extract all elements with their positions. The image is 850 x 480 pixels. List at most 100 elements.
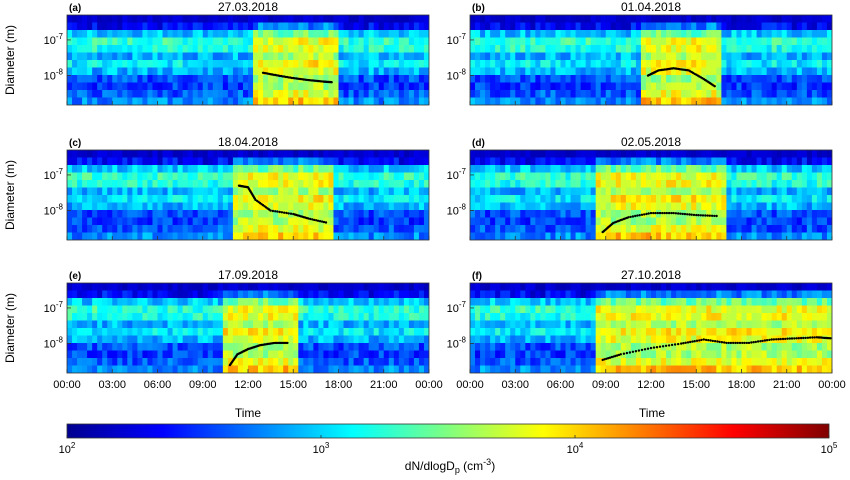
heatmap-cell (480, 67, 486, 76)
heatmap-cell (751, 97, 758, 105)
heatmap-cell (676, 15, 682, 24)
heatmap-cell (77, 290, 83, 299)
heatmap-cell (696, 210, 702, 219)
growth-track-point (643, 213, 646, 216)
heatmap-cell (525, 150, 531, 159)
heatmap-cell (500, 75, 506, 84)
heatmap-cell (92, 335, 98, 344)
heatmap-cell (172, 172, 179, 181)
heatmap-cell (217, 165, 224, 174)
heatmap-cell (756, 150, 763, 159)
heatmap-cell (535, 225, 541, 234)
heatmap-cell (167, 298, 174, 307)
heatmap-cell (706, 82, 712, 91)
heatmap-cell (393, 90, 400, 99)
heatmap-cell (625, 22, 632, 31)
heatmap-cell (107, 358, 113, 367)
heatmap-cell (263, 210, 269, 219)
heatmap-cell (635, 67, 642, 76)
heatmap-cell (97, 75, 103, 84)
heatmap-cell (147, 283, 154, 292)
heatmap-cell (565, 30, 572, 39)
heatmap-cell (691, 195, 697, 204)
heatmap-cell (418, 195, 425, 204)
heatmap-cell (686, 290, 692, 299)
heatmap-cell (268, 225, 274, 234)
heatmap-cell (122, 335, 128, 344)
heatmap-cell (550, 22, 557, 31)
heatmap-cell (222, 210, 229, 219)
heatmap-cell (686, 37, 692, 46)
heatmap-cell (67, 202, 73, 211)
heatmap-cell (378, 157, 385, 166)
heatmap-cell (298, 217, 304, 226)
heatmap-cell (253, 37, 259, 46)
panel-title: 18.04.2018 (218, 135, 278, 149)
heatmap-cell (268, 90, 274, 99)
heatmap-cell (378, 67, 385, 76)
heatmap-cell (152, 82, 159, 91)
heatmap-cell (127, 150, 133, 159)
heatmap-cell (177, 180, 184, 189)
heatmap-cell (258, 90, 264, 99)
heatmap-cell (403, 22, 410, 31)
heatmap-cell (242, 232, 249, 240)
heatmap-cell (751, 82, 758, 91)
heatmap-cell (821, 52, 828, 61)
heatmap-cell (475, 202, 481, 211)
heatmap-cell (756, 298, 763, 307)
heatmap-cell (82, 283, 88, 292)
heatmap-cell (535, 298, 541, 307)
heatmap-cell (112, 358, 118, 367)
heatmap-cell (806, 97, 813, 105)
heatmap-cell (373, 82, 380, 91)
heatmap-cell (192, 195, 199, 204)
heatmap-cell (635, 30, 642, 39)
heatmap-cell (490, 150, 496, 159)
heatmap-cell (560, 283, 567, 292)
heatmap-cell (137, 290, 144, 299)
heatmap-cell (177, 202, 184, 211)
heatmap-cell (398, 350, 405, 359)
heatmap-cell (535, 60, 541, 69)
heatmap-cell (202, 313, 209, 322)
heatmap-cell (323, 45, 330, 54)
heatmap-cell (691, 180, 697, 189)
heatmap-cell (605, 82, 612, 91)
heatmap-cell (515, 60, 521, 69)
heatmap-cell (298, 150, 304, 159)
heatmap-cell (565, 165, 572, 174)
heatmap-cell (575, 187, 582, 196)
heatmap-cell (192, 225, 199, 234)
heatmap-cell (333, 313, 340, 322)
heatmap-cell (212, 75, 219, 84)
heatmap-cell (580, 157, 587, 166)
heatmap-cell (590, 232, 597, 240)
heatmap-cell (273, 187, 279, 196)
heatmap-cell (510, 52, 516, 61)
heatmap-cell (515, 75, 521, 84)
heatmap-cell (207, 210, 214, 219)
heatmap-cell (222, 305, 229, 314)
heatmap-cell (485, 67, 491, 76)
heatmap-cell (152, 90, 159, 99)
growth-track-point (647, 212, 650, 215)
heatmap-cell (248, 298, 254, 307)
heatmap-cell (328, 232, 335, 240)
heatmap-cell (393, 67, 400, 76)
heatmap-cell (152, 67, 159, 76)
heatmap-cell (630, 30, 637, 39)
heatmap-cell (152, 15, 159, 24)
heatmap-cell (716, 67, 722, 76)
heatmap-cell (413, 202, 420, 211)
heatmap-cell (137, 82, 144, 91)
heatmap-cell (766, 60, 773, 69)
heatmap-cell (393, 82, 400, 91)
heatmap-cell (92, 320, 98, 329)
heatmap-cell (177, 172, 184, 181)
heatmap-cell (721, 52, 728, 61)
heatmap-cell (92, 195, 98, 204)
heatmap-cell (485, 225, 491, 234)
growth-track-point (670, 211, 673, 215)
heatmap-cell (318, 157, 325, 166)
